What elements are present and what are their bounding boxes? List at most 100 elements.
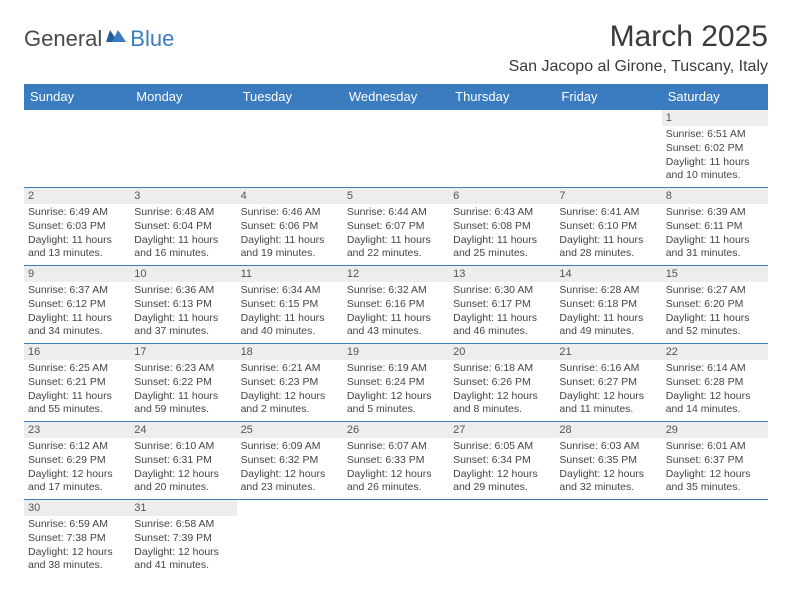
sunrise-text: Sunrise: 6:07 AM — [347, 440, 445, 454]
calendar-day-cell: 4Sunrise: 6:46 AMSunset: 6:06 PMDaylight… — [237, 188, 343, 266]
calendar-body: 1Sunrise: 6:51 AMSunset: 6:02 PMDaylight… — [24, 110, 768, 578]
daylight-text: and 41 minutes. — [134, 559, 232, 573]
sunrise-text: Sunrise: 6:23 AM — [134, 362, 232, 376]
logo-text-blue: Blue — [130, 26, 174, 52]
sunrise-text: Sunrise: 6:48 AM — [134, 206, 232, 220]
day-number: 4 — [237, 188, 343, 204]
sunset-text: Sunset: 6:15 PM — [241, 298, 339, 312]
daylight-text: Daylight: 12 hours — [666, 468, 764, 482]
sunset-text: Sunset: 6:24 PM — [347, 376, 445, 390]
sunrise-text: Sunrise: 6:28 AM — [559, 284, 657, 298]
daylight-text: Daylight: 12 hours — [134, 468, 232, 482]
calendar-day-cell: 1Sunrise: 6:51 AMSunset: 6:02 PMDaylight… — [662, 110, 768, 188]
sunrise-text: Sunrise: 6:12 AM — [28, 440, 126, 454]
sunrise-text: Sunrise: 6:03 AM — [559, 440, 657, 454]
daylight-text: and 38 minutes. — [28, 559, 126, 573]
day-header: Thursday — [449, 84, 555, 110]
sunrise-text: Sunrise: 6:36 AM — [134, 284, 232, 298]
logo-text-dark: General — [24, 26, 102, 52]
day-number: 1 — [662, 110, 768, 126]
month-title: March 2025 — [509, 20, 768, 54]
daylight-text: and 2 minutes. — [241, 403, 339, 417]
sunset-text: Sunset: 6:07 PM — [347, 220, 445, 234]
sunrise-text: Sunrise: 6:25 AM — [28, 362, 126, 376]
sunrise-text: Sunrise: 6:14 AM — [666, 362, 764, 376]
sunset-text: Sunset: 6:32 PM — [241, 454, 339, 468]
calendar-day-cell: 9Sunrise: 6:37 AMSunset: 6:12 PMDaylight… — [24, 266, 130, 344]
sunset-text: Sunset: 6:16 PM — [347, 298, 445, 312]
daylight-text: and 46 minutes. — [453, 325, 551, 339]
calendar-day-cell: 27Sunrise: 6:05 AMSunset: 6:34 PMDayligh… — [449, 422, 555, 500]
day-number: 10 — [130, 266, 236, 282]
daylight-text: and 23 minutes. — [241, 481, 339, 495]
daylight-text: Daylight: 11 hours — [453, 234, 551, 248]
day-number: 6 — [449, 188, 555, 204]
sunrise-text: Sunrise: 6:34 AM — [241, 284, 339, 298]
calendar-day-cell: 14Sunrise: 6:28 AMSunset: 6:18 PMDayligh… — [555, 266, 661, 344]
daylight-text: and 32 minutes. — [559, 481, 657, 495]
sunrise-text: Sunrise: 6:27 AM — [666, 284, 764, 298]
sunrise-text: Sunrise: 6:44 AM — [347, 206, 445, 220]
daylight-text: and 49 minutes. — [559, 325, 657, 339]
calendar-day-cell: 16Sunrise: 6:25 AMSunset: 6:21 PMDayligh… — [24, 344, 130, 422]
day-number: 28 — [555, 422, 661, 438]
calendar-day-cell: 30Sunrise: 6:59 AMSunset: 7:38 PMDayligh… — [24, 500, 130, 578]
sunset-text: Sunset: 6:35 PM — [559, 454, 657, 468]
daylight-text: Daylight: 12 hours — [453, 390, 551, 404]
sunrise-text: Sunrise: 6:37 AM — [28, 284, 126, 298]
sunset-text: Sunset: 6:27 PM — [559, 376, 657, 390]
calendar-day-cell: 12Sunrise: 6:32 AMSunset: 6:16 PMDayligh… — [343, 266, 449, 344]
daylight-text: Daylight: 11 hours — [666, 156, 764, 170]
daylight-text: and 8 minutes. — [453, 403, 551, 417]
sunset-text: Sunset: 6:06 PM — [241, 220, 339, 234]
sunrise-text: Sunrise: 6:32 AM — [347, 284, 445, 298]
daylight-text: Daylight: 11 hours — [28, 312, 126, 326]
sunset-text: Sunset: 6:04 PM — [134, 220, 232, 234]
daylight-text: and 19 minutes. — [241, 247, 339, 261]
sunset-text: Sunset: 6:28 PM — [666, 376, 764, 390]
sunset-text: Sunset: 6:20 PM — [666, 298, 764, 312]
calendar-day-cell: 21Sunrise: 6:16 AMSunset: 6:27 PMDayligh… — [555, 344, 661, 422]
calendar-table: SundayMondayTuesdayWednesdayThursdayFrid… — [24, 84, 768, 578]
calendar-empty-cell — [24, 110, 130, 188]
sunset-text: Sunset: 6:34 PM — [453, 454, 551, 468]
daylight-text: and 14 minutes. — [666, 403, 764, 417]
daylight-text: Daylight: 11 hours — [666, 234, 764, 248]
calendar-week-row: 16 Sunrise: 6:25 AMSunset: 6:21 PM Dayligh… — [24, 344, 768, 422]
calendar-day-cell: 11Sunrise: 6:34 AMSunset: 6:15 PMDayligh… — [237, 266, 343, 344]
sunset-text: Sunset: 7:38 PM — [28, 532, 126, 546]
day-number: 20 — [449, 344, 555, 360]
day-number: 16 — [24, 344, 130, 360]
daylight-text: Daylight: 11 hours — [241, 312, 339, 326]
day-header: Tuesday — [237, 84, 343, 110]
sunset-text: Sunset: 6:33 PM — [347, 454, 445, 468]
daylight-text: and 17 minutes. — [28, 481, 126, 495]
daylight-text: Daylight: 11 hours — [28, 234, 126, 248]
calendar-day-cell: 7Sunrise: 6:41 AMSunset: 6:10 PMDaylight… — [555, 188, 661, 266]
day-number: 15 — [662, 266, 768, 282]
day-number: 31 — [130, 500, 236, 516]
daylight-text: and 26 minutes. — [347, 481, 445, 495]
sunset-text: Sunset: 6:21 PM — [28, 376, 126, 390]
sunset-text: Sunset: 6:17 PM — [453, 298, 551, 312]
calendar-header-row: SundayMondayTuesdayWednesdayThursdayFrid… — [24, 84, 768, 110]
sunset-text: Sunset: 6:37 PM — [666, 454, 764, 468]
daylight-text: and 28 minutes. — [559, 247, 657, 261]
sunrise-text: Sunrise: 6:30 AM — [453, 284, 551, 298]
daylight-text: and 37 minutes. — [134, 325, 232, 339]
daylight-text: and 52 minutes. — [666, 325, 764, 339]
calendar-week-row: 1Sunrise: 6:51 AMSunset: 6:02 PMDaylight… — [24, 110, 768, 188]
daylight-text: and 55 minutes. — [28, 403, 126, 417]
sunrise-text: Sunrise: 6:10 AM — [134, 440, 232, 454]
day-number: 14 — [555, 266, 661, 282]
day-number: 24 — [130, 422, 236, 438]
daylight-text: Daylight: 11 hours — [559, 234, 657, 248]
day-header: Sunday — [24, 84, 130, 110]
calendar-day-cell: 29Sunrise: 6:01 AMSunset: 6:37 PMDayligh… — [662, 422, 768, 500]
calendar-empty-cell — [130, 110, 236, 188]
day-number: 18 — [237, 344, 343, 360]
location-subtitle: San Jacopo al Girone, Tuscany, Italy — [509, 58, 768, 76]
sunrise-text: Sunrise: 6:41 AM — [559, 206, 657, 220]
sunset-text: Sunset: 6:26 PM — [453, 376, 551, 390]
day-number: 5 — [343, 188, 449, 204]
